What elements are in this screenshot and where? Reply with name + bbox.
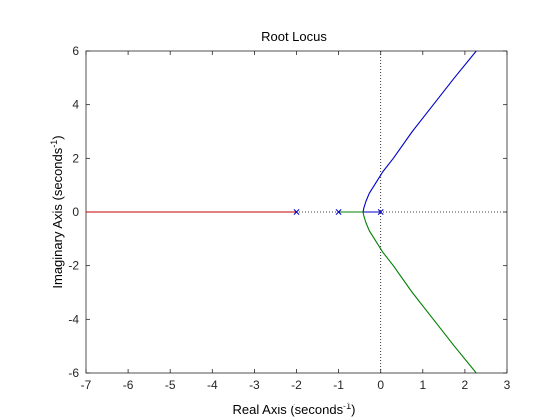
pole-markers (293, 209, 384, 215)
y-tick-label: 6 (72, 44, 79, 58)
x-tick-label: -2 (291, 378, 302, 392)
x-tick-label: -7 (81, 378, 92, 392)
y-tick-label: -2 (68, 259, 79, 273)
locus-branch-3 (338, 211, 477, 374)
x-tick-label: -1 (333, 378, 344, 392)
pole-x-stroke (293, 209, 300, 215)
x-tick-label: 2 (462, 378, 469, 392)
x-tick-label: 0 (377, 378, 384, 392)
x-axis-label: Real Axis (seconds-1) (233, 401, 356, 417)
x-tick-label: -4 (207, 378, 218, 392)
x-tick-label: -6 (123, 378, 134, 392)
x-tick-label: 1 (419, 378, 426, 392)
locus-branch-2 (362, 50, 477, 213)
x-tick-label: -5 (165, 378, 176, 392)
x-axis-ticks: -7 -6 -5 -4 -3 -2 -1 0 1 2 3 (81, 51, 511, 392)
pole-x-marker (293, 209, 300, 215)
pole-x-marker (335, 209, 342, 215)
y-tick-label: 4 (72, 98, 79, 112)
watermark-text: CSDN @福来登酒店前台接待员 (272, 393, 470, 409)
y-tick-label: 2 (72, 151, 79, 165)
pole-x-stroke (335, 209, 342, 215)
pole-x-marker (377, 209, 384, 215)
y-tick-label: 0 (72, 205, 79, 219)
x-tick-label: 3 (504, 378, 511, 392)
x-tick-label: -3 (249, 378, 260, 392)
y-axis-label: Imaginary Axis (seconds-1) (49, 135, 65, 288)
pole-x-stroke (377, 209, 384, 215)
chart-title: Root Locus (261, 29, 327, 44)
y-tick-label: -6 (68, 366, 79, 380)
y-axis-ticks: -6 -4 -2 0 2 4 6 (68, 44, 507, 380)
locus-branches (86, 50, 477, 374)
y-tick-label: -4 (68, 312, 79, 326)
